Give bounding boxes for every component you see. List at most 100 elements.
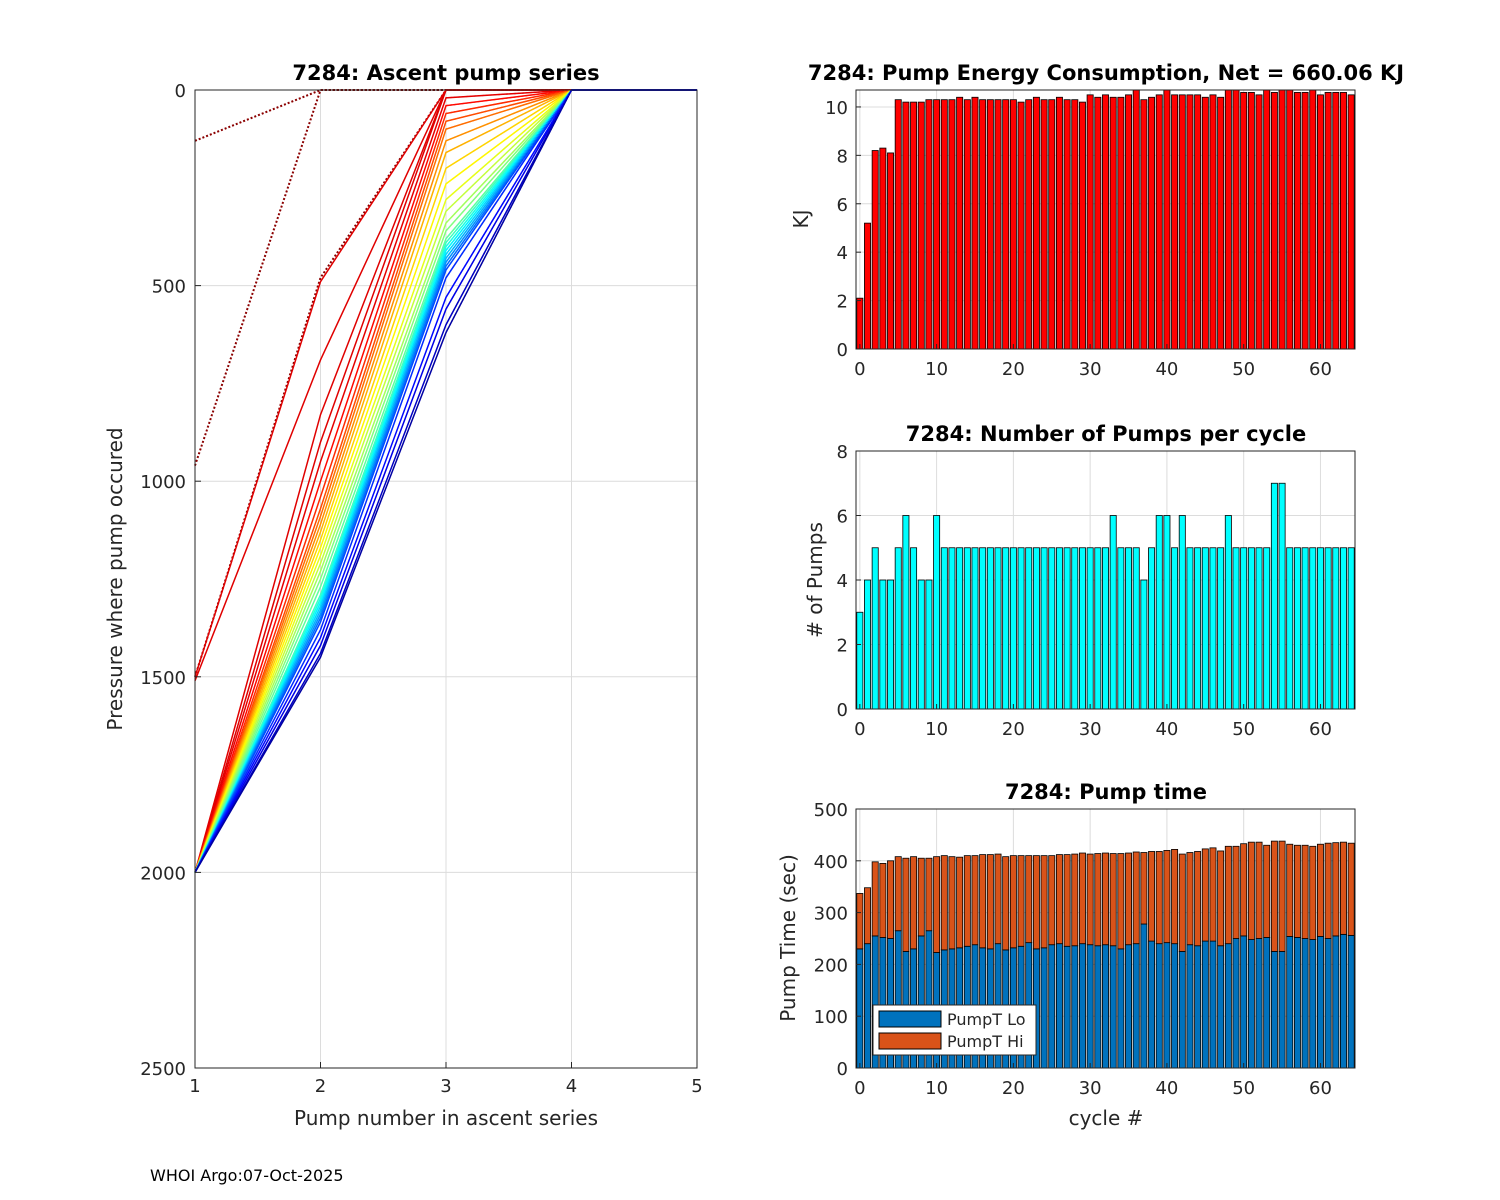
pumptime-bar-hi: [933, 856, 941, 953]
npumps-bar: [1286, 547, 1294, 710]
energy-ylabel: KJ: [789, 209, 813, 228]
pumptime-bar-lo: [1316, 936, 1324, 1069]
footer-credit: WHOI Argo:07-Oct-2025: [150, 1166, 344, 1185]
ascent-dotted-segment: [445, 89, 573, 298]
energy-bar: [1293, 92, 1301, 350]
pumptime-bar-lo: [1293, 937, 1301, 1069]
pumptime-bar-hi: [887, 860, 895, 939]
ascent-xtick-label: 2: [315, 1076, 326, 1097]
energy-tick-labels: 0 10 20 30 40 50 60 0 2 4 6 8 10: [825, 98, 1332, 380]
energy-bar: [1278, 89, 1286, 350]
energy-bar: [1240, 92, 1248, 350]
pumptime-ylabel: Pump Time (sec): [776, 854, 800, 1022]
energy-ytick-label: 6: [837, 195, 848, 216]
pumptime-bar-hi: [856, 893, 864, 950]
npumps-ylabel: # of Pumps: [803, 522, 827, 638]
npumps-bar: [1263, 547, 1271, 710]
pumptime-bar-hi: [1301, 844, 1309, 939]
energy-bar: [894, 99, 902, 350]
pumptime-bar-lo: [1117, 948, 1125, 1069]
pumptime-bar-hi: [1194, 851, 1202, 947]
pumptime-bar-lo: [1086, 944, 1094, 1069]
pumptime-bar-hi: [1247, 841, 1255, 940]
pumptime-bar-lo: [1270, 951, 1278, 1069]
ascent-dotted-segment: [445, 89, 572, 247]
pumptime-bar-lo: [1286, 936, 1294, 1069]
npumps-bar: [994, 547, 1002, 710]
energy-bar: [1155, 94, 1163, 350]
npumps-bar: [1117, 547, 1125, 710]
pumptime-xtick-label: 40: [1155, 1078, 1178, 1099]
pumptime-bar-hi: [1171, 849, 1179, 945]
pumptime-bar-hi: [1232, 845, 1240, 939]
energy-bar: [1247, 92, 1255, 350]
energy-xtick-label: 50: [1232, 359, 1255, 380]
npumps-bar: [1247, 547, 1255, 710]
npumps-ytick-label: 2: [837, 636, 848, 657]
energy-bar: [1117, 96, 1125, 350]
pumptime-bar-lo: [1194, 945, 1202, 1069]
energy-xtick-label: 60: [1309, 359, 1332, 380]
pumptime-bar-hi: [1340, 841, 1347, 935]
npumps-bar: [1032, 547, 1040, 710]
pumptime-bar-lo: [1232, 938, 1240, 1069]
pumptime-bar-hi: [1309, 845, 1317, 940]
npumps-bar: [1324, 547, 1332, 710]
pumptime-bar-hi: [1293, 844, 1301, 938]
pumptime-bar-hi: [1102, 852, 1109, 946]
energy-bar: [994, 99, 1002, 350]
npumps-bar: [887, 579, 895, 710]
ascent-xtick-label: 4: [566, 1076, 577, 1097]
npumps-bar: [1232, 547, 1240, 710]
pumptime-bar-lo: [1155, 943, 1163, 1069]
pumptime-tick-labels: 0 10 20 30 40 50 60 0 100 200 300 400 500: [814, 800, 1332, 1099]
npumps-bar: [1002, 547, 1010, 710]
ascent-xtick-label: 5: [691, 1076, 702, 1097]
ascent-dotted-segment: [445, 89, 572, 224]
npumps-ytick-label: 4: [837, 571, 848, 592]
energy-bar: [956, 96, 964, 350]
energy-bar: [1132, 89, 1140, 350]
energy-bar: [1017, 101, 1025, 350]
energy-bar: [1255, 94, 1263, 350]
pumptime-xtick-label: 50: [1232, 1078, 1255, 1099]
energy-xtick-label: 40: [1155, 359, 1178, 380]
npumps-bar: [1217, 547, 1225, 710]
energy-bar: [1224, 89, 1232, 350]
pumptime-bar-lo: [1178, 951, 1186, 1069]
energy-axes-frame: [855, 89, 1356, 350]
pumptime-bar-lo: [1102, 944, 1109, 1069]
npumps-bar: [979, 547, 987, 710]
pumptime-bar-lo: [1040, 947, 1048, 1069]
pumptime-ytick-label: 400: [814, 852, 848, 873]
pumptime-bar-lo: [1255, 938, 1263, 1069]
legend-label-hi: PumpT Hi: [947, 1032, 1024, 1051]
legend-label-lo: PumpT Lo: [947, 1010, 1026, 1029]
ascent-dotted-segment: [445, 89, 572, 212]
energy-title: 7284: Pump Energy Consumption, Net = 660…: [808, 61, 1404, 85]
npumps-bar: [1209, 547, 1217, 710]
pumptime-xtick-label: 20: [1002, 1078, 1025, 1099]
npumps-xtick-label: 60: [1309, 719, 1332, 740]
energy-ytick-label: 8: [837, 146, 848, 167]
npumps-bar: [1094, 547, 1102, 710]
npumps-bar: [1040, 547, 1048, 710]
energy-bar: [1102, 94, 1109, 350]
pumptime-bar-lo: [1240, 935, 1248, 1069]
pumptime-bar-hi: [1186, 852, 1194, 946]
energy-bar: [1217, 96, 1225, 350]
pumptime-bar-lo: [1171, 943, 1179, 1069]
pumptime-bar-hi: [940, 855, 948, 951]
npumps-bar: [1340, 547, 1347, 710]
pumptime-bar-lo: [1140, 923, 1148, 1069]
npumps-bar: [1009, 547, 1017, 710]
ascent-dotted-segment: [445, 89, 572, 115]
pumptime-bar-hi: [994, 853, 1002, 945]
energy-bar: [1301, 92, 1309, 350]
pumptime-bar-lo: [1247, 939, 1255, 1069]
npumps-bar: [940, 547, 948, 710]
pumptime-bar-lo: [1224, 943, 1232, 1069]
pumptime-bar-lo: [1071, 945, 1079, 1069]
ascent-dotted-segment: [445, 89, 572, 271]
pumptime-ytick-label: 100: [814, 1007, 848, 1028]
